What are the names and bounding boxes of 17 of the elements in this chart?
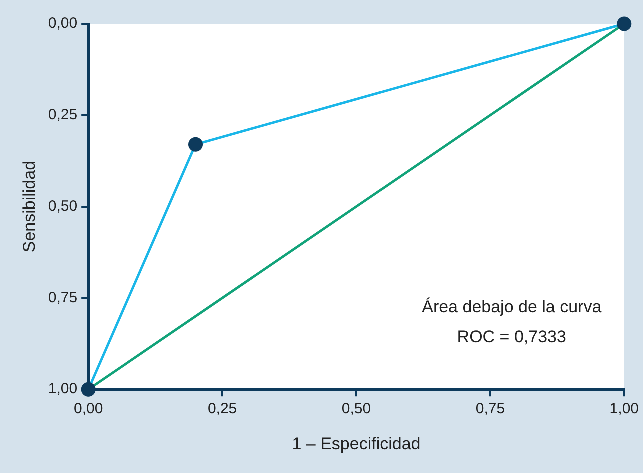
y-tick-label: 1,00 xyxy=(48,380,78,398)
y-tick-label: 0,50 xyxy=(48,198,78,215)
x-tick-label: 0,25 xyxy=(208,400,238,418)
y-tick-label: 0,25 xyxy=(48,106,78,124)
annotation: ROC = 0,7333 xyxy=(457,327,566,346)
annotation: Área debajo de la curva xyxy=(422,297,602,316)
x-axis-title: 1 – Especificidad xyxy=(292,434,421,454)
point xyxy=(188,137,204,152)
y-axis-title: Sensibilidad xyxy=(20,160,39,253)
point xyxy=(81,382,96,397)
y-tick-label: 0,00 xyxy=(48,15,78,32)
x-tick-label: 0,50 xyxy=(342,400,372,418)
x-tick-label: 1,00 xyxy=(610,400,640,418)
y-tick-label: 0,75 xyxy=(48,289,78,306)
x-tick-label: 0,00 xyxy=(74,400,104,418)
point xyxy=(617,16,632,32)
x-tick-label: 0,75 xyxy=(476,400,506,418)
